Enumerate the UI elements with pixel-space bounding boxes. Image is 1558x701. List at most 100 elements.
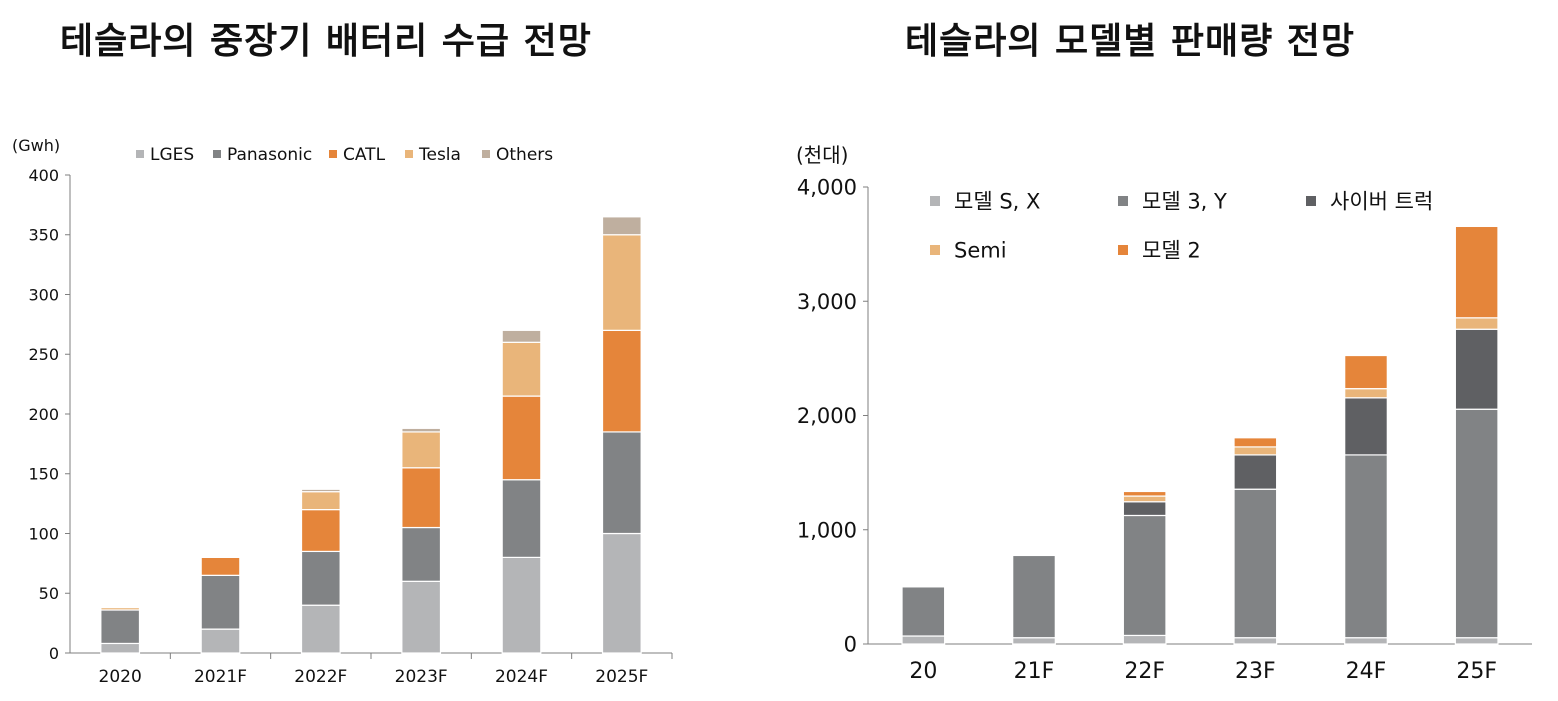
y-tick-label: 200 — [28, 405, 59, 424]
bar-segment — [300, 509, 341, 553]
legend-swatch — [405, 150, 413, 158]
legend-label: Semi — [954, 239, 1007, 263]
battery-supply-chart: (Gwh) 0 50 100 150 200 250 300 350 400 2020 2021F 20… — [12, 136, 673, 687]
chart-title: 테슬라의 중장기 배터리 수급 전망 — [60, 21, 592, 62]
x-tick-label: 20 — [909, 659, 937, 684]
y-tick-label: 50 — [39, 584, 59, 603]
bar-segment — [501, 556, 542, 654]
y-tick-label: 250 — [28, 345, 59, 364]
legend-label: Others — [496, 145, 553, 165]
legend-label: Panasonic — [227, 145, 312, 165]
bar-segment — [1344, 388, 1388, 399]
bar-segment — [1233, 488, 1278, 639]
y-tick-label: 2,000 — [797, 404, 857, 428]
bar-segment — [1344, 637, 1388, 645]
legend-label: Tesla — [418, 145, 461, 165]
legend-swatch — [482, 150, 490, 158]
bar-segment — [1233, 446, 1278, 456]
bar-segment — [1454, 317, 1499, 330]
x-tick-label: 22F — [1124, 659, 1165, 684]
bar-segment — [300, 604, 341, 654]
y-tick-label: 4,000 — [797, 176, 857, 200]
x-tick-label: 2025F — [595, 667, 648, 687]
bar-segment — [1122, 514, 1167, 637]
bar-segment — [1454, 225, 1499, 319]
x-tick-label: 2024F — [495, 667, 548, 687]
bar-segment — [1344, 354, 1388, 390]
bar-segment — [200, 628, 241, 654]
bar-segment — [501, 395, 542, 481]
legend-swatch — [1306, 196, 1316, 206]
legend-swatch — [329, 150, 337, 158]
y-unit-label: (천대) — [796, 143, 848, 167]
legend-label: 모델 2 — [1142, 239, 1201, 263]
bar-segment — [401, 467, 442, 529]
x-tick-label: 23F — [1235, 659, 1276, 684]
y-tick-label: 100 — [28, 524, 59, 543]
x-tick-label: 24F — [1346, 659, 1387, 684]
bar-segment — [1344, 454, 1388, 639]
x-tick-label: 21F — [1014, 659, 1055, 684]
y-tick-label: 150 — [28, 465, 59, 484]
bar-segment — [1233, 454, 1278, 490]
bar-segment — [100, 609, 141, 645]
x-tick-label: 2022F — [294, 667, 347, 687]
model-sales-chart: (천대) 0 1,000 2,000 3,000 4,000 20 21F 22F 23F 24F 2… — [796, 143, 1532, 684]
bar-segment — [601, 532, 642, 654]
bar-segment — [901, 635, 946, 645]
legend-label: 모델 3, Y — [1142, 190, 1227, 214]
bar-segment — [1233, 437, 1278, 448]
legend-swatch — [930, 245, 940, 255]
bar-segment — [1012, 554, 1056, 639]
bar-segment — [601, 329, 642, 433]
bar-segment — [1012, 637, 1056, 645]
legend-swatch — [1118, 245, 1128, 255]
bar-segment — [601, 431, 642, 535]
bar-segment — [1122, 634, 1167, 645]
bar-segment — [601, 234, 642, 331]
battery-supply-chart-panel: 테슬라의 중장기 배터리 수급 전망 (Gwh) 0 50 100 150 200 250 3… — [0, 0, 690, 697]
legend-label: LGES — [150, 145, 194, 165]
y-tick-label: 3,000 — [797, 290, 857, 314]
chart-title: 테슬라의 모델별 판매량 전망 — [905, 21, 1356, 62]
bar-segment — [501, 329, 542, 343]
bar-segment — [200, 574, 241, 630]
bar-segment — [501, 341, 542, 397]
x-tick-label: 2020 — [99, 667, 142, 687]
bar-segment — [200, 556, 241, 576]
bar-segment — [100, 606, 141, 611]
y-tick-label: 0 — [49, 644, 59, 663]
bar-segment — [601, 216, 642, 236]
bar-segment — [1454, 637, 1499, 645]
y-tick-label: 0 — [844, 633, 857, 657]
bar-segment — [401, 526, 442, 582]
legend-swatch — [930, 196, 940, 206]
bar-segment — [901, 586, 946, 637]
bar-segment — [501, 479, 542, 559]
y-unit-label: (Gwh) — [12, 136, 60, 155]
bar-segment — [1233, 637, 1278, 645]
bar-segment — [300, 488, 341, 493]
x-tick-label: 25F — [1456, 659, 1497, 684]
legend-label: CATL — [343, 145, 386, 165]
legend-label: 사이버 트럭 — [1330, 190, 1433, 214]
bar-segment — [1344, 397, 1388, 456]
legend-swatch — [1118, 196, 1128, 206]
bar-segment — [401, 580, 442, 654]
bar-segment — [300, 491, 341, 511]
x-tick-label: 2021F — [194, 667, 247, 687]
bar-segment — [401, 427, 442, 433]
y-tick-label: 350 — [28, 226, 59, 245]
y-tick-label: 300 — [28, 285, 59, 304]
bar-segment — [1122, 495, 1167, 503]
legend-swatch — [136, 150, 144, 158]
legend-swatch — [213, 150, 221, 158]
model-sales-chart-panel: 테슬라의 모델별 판매량 전망 (천대) 0 1,000 2,000 3,000 4,00… — [770, 0, 1558, 697]
bar-segment — [300, 550, 341, 606]
legend-label: 모델 S, X — [954, 190, 1040, 214]
x-tick-label: 2023F — [395, 667, 448, 687]
bar-segment — [1122, 501, 1167, 517]
y-tick-label: 400 — [28, 166, 59, 185]
bar-segment — [1454, 408, 1499, 639]
bar-segment — [1454, 328, 1499, 410]
